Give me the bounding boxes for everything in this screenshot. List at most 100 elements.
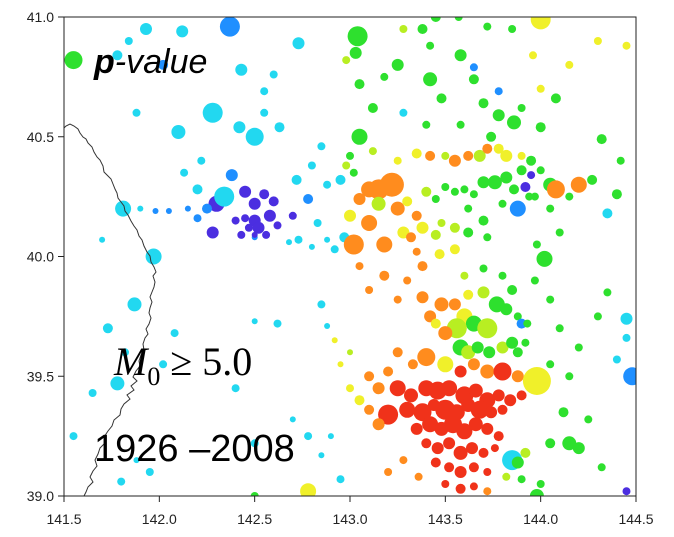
data-point <box>102 323 113 334</box>
data-point <box>454 49 467 62</box>
data-point <box>390 201 405 216</box>
data-point <box>346 384 354 393</box>
data-point <box>171 125 186 139</box>
data-point <box>493 431 504 442</box>
data-point <box>273 221 282 230</box>
x-tick-label: 142.5 <box>237 511 272 527</box>
data-point <box>456 120 465 129</box>
data-point <box>494 87 503 96</box>
data-point <box>431 195 440 203</box>
data-point <box>468 383 483 398</box>
data-point <box>342 161 351 170</box>
data-point <box>562 436 577 451</box>
data-point <box>483 22 492 31</box>
data-point <box>262 230 271 239</box>
data-point <box>347 349 353 356</box>
data-point <box>480 364 495 379</box>
data-point <box>438 326 453 341</box>
data-point <box>506 336 519 349</box>
data-point <box>389 380 406 397</box>
data-point <box>411 148 422 159</box>
data-point <box>492 109 505 122</box>
data-point <box>364 371 375 382</box>
data-point <box>423 72 438 87</box>
data-point <box>393 295 402 304</box>
data-point <box>300 483 317 496</box>
data-point <box>197 156 206 165</box>
data-point <box>231 384 240 393</box>
data-point <box>467 358 480 371</box>
data-point <box>411 210 422 221</box>
data-points <box>64 17 636 496</box>
data-point <box>399 108 408 117</box>
data-point <box>448 298 461 311</box>
data-point <box>493 143 504 154</box>
data-point <box>587 174 598 185</box>
data-point <box>248 197 261 210</box>
data-point <box>132 108 141 117</box>
data-point <box>555 228 564 237</box>
data-point <box>497 404 508 415</box>
data-point <box>483 346 496 359</box>
data-point <box>330 245 339 254</box>
data-point <box>354 79 365 90</box>
data-point <box>376 236 393 253</box>
data-point <box>468 74 479 85</box>
data-point <box>294 235 303 244</box>
data-point <box>468 462 479 473</box>
data-point <box>372 418 385 431</box>
data-point <box>115 200 132 217</box>
data-point <box>399 25 408 33</box>
data-point <box>274 122 285 133</box>
data-point <box>241 214 250 223</box>
data-point <box>536 84 545 93</box>
pvalue-label: p-value <box>93 43 207 81</box>
data-point <box>127 297 142 312</box>
data-point <box>244 223 253 232</box>
data-point <box>460 185 469 194</box>
data-point <box>250 492 259 496</box>
data-point <box>441 380 458 397</box>
data-point <box>612 355 621 364</box>
data-point <box>555 324 564 333</box>
data-point <box>269 70 278 79</box>
data-point <box>511 456 524 469</box>
data-point <box>532 240 541 249</box>
data-point <box>500 171 513 184</box>
data-point <box>500 303 513 316</box>
data-point <box>469 190 478 199</box>
data-point <box>500 149 513 162</box>
data-point <box>289 416 296 423</box>
data-point <box>378 404 399 425</box>
data-point <box>596 134 607 145</box>
magnitude-label: M0 ≥ 5.0 <box>113 339 252 391</box>
data-point <box>535 122 546 133</box>
data-point <box>522 367 551 395</box>
data-point <box>456 423 473 440</box>
data-point <box>434 297 449 312</box>
data-point <box>463 150 474 161</box>
data-point <box>117 477 126 486</box>
data-point <box>137 205 144 212</box>
data-point <box>251 318 258 325</box>
data-point <box>349 46 362 59</box>
data-point <box>393 156 402 165</box>
data-point <box>478 98 489 109</box>
data-point <box>597 463 606 472</box>
y-tick-label: 40.0 <box>27 249 54 265</box>
data-point <box>219 17 240 37</box>
data-point <box>464 204 473 213</box>
data-point <box>602 208 613 219</box>
annotations: p-value M0 ≥ 5.0 1926 –2008 <box>93 43 295 470</box>
data-point <box>529 51 537 60</box>
data-point <box>530 192 539 201</box>
data-point <box>483 487 492 496</box>
data-point <box>372 382 385 395</box>
data-point <box>292 37 305 50</box>
data-point <box>421 438 432 449</box>
data-point <box>331 337 338 344</box>
data-point <box>414 472 423 481</box>
data-point <box>454 365 467 378</box>
x-tick-label: 144.0 <box>523 511 558 527</box>
data-point <box>235 63 248 76</box>
